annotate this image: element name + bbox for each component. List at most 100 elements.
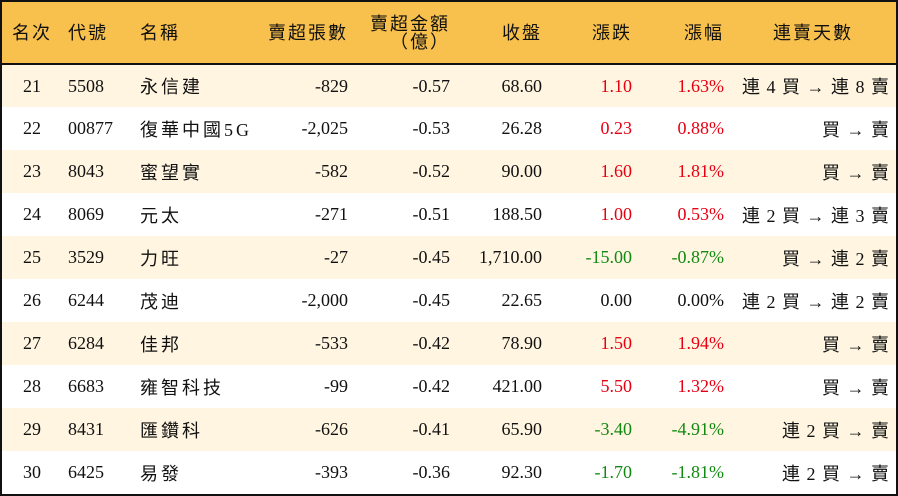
header-code: 代號 — [62, 2, 134, 65]
table-row: 29 8431 匯鑽科 -626 -0.41 65.90 -3.40 -4.91… — [2, 408, 896, 451]
change-pct-cell: -0.87% — [671, 247, 725, 267]
rank-cell: 22 — [23, 118, 41, 138]
change-pct-cell: 0.00% — [677, 290, 725, 310]
close-price-cell: 78.90 — [501, 333, 543, 353]
consecutive-days-cell: 連 2 買 → 連 3 賣 — [742, 205, 890, 226]
code-cell: 8069 — [68, 204, 104, 224]
consecutive-days-cell: 連 2 買 → 連 2 賣 — [742, 291, 890, 312]
table-row: 26 6244 茂迪 -2,000 -0.45 22.65 0.00 0.00%… — [2, 279, 896, 322]
table-row: 21 5508 永信建 -829 -0.57 68.60 1.10 1.63% … — [2, 64, 896, 107]
consecutive-days-cell: 連 2 買 → 賣 — [782, 420, 890, 441]
header-close: 收盤 — [456, 2, 548, 65]
net-sell-amount-cell: -0.41 — [412, 419, 451, 439]
code-cell: 8043 — [68, 161, 104, 181]
header-change: 漲跌 — [548, 2, 638, 65]
code-cell: 6683 — [68, 376, 104, 396]
close-price-cell: 421.00 — [492, 376, 543, 396]
table-row: 23 8043 蜜望實 -582 -0.52 90.00 1.60 1.81% … — [2, 150, 896, 193]
consecutive-days-cell: 買 → 連 2 賣 — [782, 248, 890, 269]
header-net-sell-amount-line2: （億） — [390, 31, 450, 52]
change-cell: 0.23 — [600, 118, 633, 138]
change-cell: 1.60 — [600, 161, 633, 181]
change-cell: 1.10 — [600, 75, 633, 96]
change-pct-cell: 1.63% — [677, 75, 725, 96]
header-net-sell-amount: 賣超金額 （億） — [354, 2, 456, 65]
net-sell-amount-cell: -0.53 — [412, 118, 451, 138]
net-sell-lots-cell: -829 — [315, 75, 348, 96]
header-rank: 名次 — [2, 2, 62, 65]
stock-name-cell: 雍智科技 — [140, 377, 224, 398]
table-header: 名次 代號 名稱 賣超張數 賣超金額 （億） 收盤 漲跌 漲幅 連賣天數 — [2, 2, 896, 65]
code-cell: 8431 — [68, 419, 104, 439]
table-row: 28 6683 雍智科技 -99 -0.42 421.00 5.50 1.32%… — [2, 365, 896, 408]
net-sell-amount-cell: -0.52 — [412, 161, 451, 181]
code-cell: 00877 — [68, 118, 113, 138]
net-sell-lots-cell: -393 — [315, 462, 348, 482]
net-sell-amount-cell: -0.42 — [412, 376, 451, 396]
close-price-cell: 90.00 — [501, 161, 543, 181]
change-pct-cell: 1.81% — [677, 161, 725, 181]
rank-cell: 23 — [23, 161, 41, 181]
change-pct-cell: -4.91% — [671, 419, 725, 439]
net-sell-lots-cell: -2,000 — [301, 290, 349, 310]
stock-name-cell: 蜜望實 — [140, 162, 203, 183]
stock-name-cell: 匯鑽科 — [140, 420, 203, 441]
consecutive-days-cell: 買 → 賣 — [822, 334, 890, 355]
change-cell: -1.70 — [594, 462, 633, 482]
net-sell-amount-cell: -0.45 — [412, 247, 451, 267]
rank-cell: 27 — [23, 333, 41, 353]
rank-cell: 25 — [23, 247, 41, 267]
stock-name-cell: 茂迪 — [140, 291, 182, 312]
consecutive-days-cell: 買 → 賣 — [822, 377, 890, 398]
close-price-cell: 26.28 — [501, 118, 543, 138]
change-cell: -3.40 — [594, 419, 633, 439]
consecutive-days-cell: 連 4 買 → 連 8 賣 — [742, 77, 890, 97]
table-row: 25 3529 力旺 -27 -0.45 1,710.00 -15.00 -0.… — [2, 236, 896, 279]
close-price-cell: 68.60 — [501, 75, 543, 96]
net-sell-amount-cell: -0.42 — [412, 333, 451, 353]
change-pct-cell: -1.81% — [671, 462, 725, 482]
code-cell: 6244 — [68, 290, 104, 310]
change-cell: 1.00 — [600, 204, 633, 224]
change-pct-cell: 0.53% — [677, 204, 725, 224]
net-sell-amount-cell: -0.51 — [412, 204, 451, 224]
rank-cell: 30 — [23, 462, 41, 482]
rank-cell: 28 — [23, 376, 41, 396]
stock-name-cell: 佳邦 — [140, 334, 182, 355]
stock-name-cell: 易發 — [140, 463, 182, 484]
net-sell-lots-cell: -27 — [324, 247, 348, 267]
header-name: 名稱 — [134, 2, 254, 65]
change-pct-cell: 0.88% — [677, 118, 725, 138]
net-sell-amount-cell: -0.36 — [412, 462, 451, 482]
header-change-pct: 漲幅 — [638, 2, 730, 65]
header-consecutive-days: 連賣天數 — [730, 2, 896, 65]
change-cell: 5.50 — [600, 376, 633, 396]
stock-name-cell: 元太 — [140, 205, 182, 226]
net-sell-lots-cell: -2,025 — [301, 118, 349, 138]
net-sell-lots-cell: -582 — [315, 161, 348, 181]
code-cell: 6284 — [68, 333, 104, 353]
table-row: 30 6425 易發 -393 -0.36 92.30 -1.70 -1.81%… — [2, 451, 896, 494]
consecutive-days-cell: 買 → 賣 — [822, 119, 890, 140]
code-cell: 5508 — [68, 75, 104, 96]
table-row: 24 8069 元太 -271 -0.51 188.50 1.00 0.53% … — [2, 193, 896, 236]
change-cell: 1.50 — [600, 333, 633, 353]
close-price-cell: 65.90 — [501, 419, 543, 439]
consecutive-days-cell: 連 2 買 → 賣 — [782, 463, 890, 484]
change-cell: -15.00 — [585, 247, 633, 267]
stock-name-cell: 力旺 — [140, 248, 182, 269]
table-body: 21 5508 永信建 -829 -0.57 68.60 1.10 1.63% … — [2, 64, 896, 494]
close-price-cell: 1,710.00 — [479, 247, 542, 267]
table-row: 22 00877 復華中國5G -2,025 -0.53 26.28 0.23 … — [2, 107, 896, 150]
change-cell: 0.00 — [600, 290, 633, 310]
close-price-cell: 22.65 — [501, 290, 543, 310]
stock-name-cell: 復華中國5G — [140, 119, 252, 140]
close-price-cell: 92.30 — [501, 462, 543, 482]
change-pct-cell: 1.32% — [677, 376, 725, 396]
net-sell-lots-cell: -99 — [324, 376, 348, 396]
net-sell-lots-cell: -271 — [315, 204, 348, 224]
rank-cell: 29 — [23, 419, 41, 439]
net-sell-lots-cell: -626 — [315, 419, 348, 439]
